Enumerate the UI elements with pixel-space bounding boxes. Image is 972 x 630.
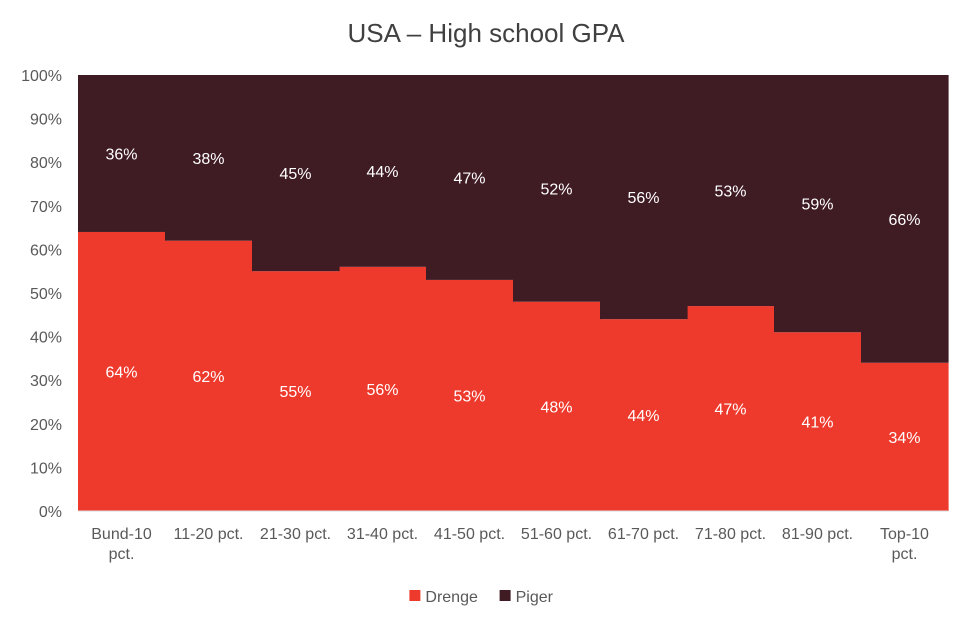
x-tick-label-line: pct. [109, 546, 135, 563]
y-tick-label-0: 0% [39, 504, 62, 521]
data-label-drenge-7: 44% [627, 408, 659, 425]
bar-drenge-10 [861, 362, 949, 511]
y-tick-label-2: 20% [30, 417, 62, 434]
chart-title: USA – High school GPA [348, 18, 626, 48]
data-label-piger-10: 66% [888, 212, 920, 229]
x-tick-label-8: 71-80 pct. [695, 526, 766, 543]
y-tick-label-5: 50% [30, 286, 62, 303]
bar-piger-2 [165, 75, 253, 241]
y-tick-label-7: 70% [30, 199, 62, 216]
bar-piger-8 [687, 75, 775, 307]
y-tick-label-6: 60% [30, 242, 62, 259]
y-tick-label-9: 90% [30, 112, 62, 129]
data-label-drenge-1: 64% [105, 364, 137, 381]
y-tick-label-10: 100% [21, 68, 62, 85]
data-label-piger-2: 38% [192, 151, 224, 168]
bar-drenge-8 [687, 306, 775, 511]
y-tick-label-3: 30% [30, 373, 62, 390]
data-labels-group: 64% 62% 55% 56% 53% 48% 44% 47% 41% 34% 36% 38% 45% 4… [105, 146, 920, 446]
bar-drenge-2 [165, 240, 253, 511]
y-tick-label-8: 80% [30, 155, 62, 172]
axes-group: 0% 10% 20% 30% 40% 50% 60% 70% 80% 90% 100% Bund-10… [21, 68, 948, 563]
data-label-piger-5: 47% [453, 170, 485, 187]
x-tick-label-10: Top-10 pct. [880, 526, 929, 563]
legend-label-piger: Piger [516, 589, 554, 606]
data-label-drenge-8: 47% [714, 402, 746, 419]
legend-label-drenge: Drenge [425, 589, 478, 606]
x-tick-label-line: 71-80 pct. [695, 526, 766, 543]
bar-piger-1 [78, 75, 166, 232]
bar-piger-9 [774, 75, 862, 333]
x-tick-label-9: 81-90 pct. [782, 526, 853, 543]
x-tick-label-line: pct. [892, 546, 918, 563]
x-tick-label-5: 41-50 pct. [434, 526, 505, 543]
data-label-drenge-6: 48% [540, 399, 572, 416]
x-tick-label-line: 81-90 pct. [782, 526, 853, 543]
bar-piger-6 [513, 75, 601, 302]
y-tick-label-1: 10% [30, 460, 62, 477]
bar-drenge-5 [426, 279, 514, 511]
data-label-piger-3: 45% [279, 166, 311, 183]
data-label-drenge-9: 41% [801, 415, 833, 432]
bar-drenge-9 [774, 332, 862, 511]
data-label-drenge-4: 56% [366, 382, 398, 399]
x-tick-label-1: Bund-10 pct. [91, 526, 152, 563]
data-label-drenge-5: 53% [453, 388, 485, 405]
x-tick-label-line: 31-40 pct. [347, 526, 418, 543]
x-tick-label-line: 41-50 pct. [434, 526, 505, 543]
bar-piger-3 [252, 75, 340, 272]
data-label-piger-6: 52% [540, 181, 572, 198]
bar-piger-5 [426, 75, 514, 280]
legend: Drenge Piger [409, 589, 554, 606]
x-tick-label-2: 11-20 pct. [174, 526, 244, 543]
x-tick-label-7: 61-70 pct. [608, 526, 679, 543]
x-tick-label-line: Bund-10 [91, 526, 152, 543]
bar-drenge-4 [339, 266, 427, 511]
x-tick-label-line: 61-70 pct. [608, 526, 679, 543]
data-label-piger-8: 53% [714, 184, 746, 201]
x-tick-label-line: 11-20 pct. [174, 526, 244, 543]
bar-piger-7 [600, 75, 688, 320]
data-label-drenge-2: 62% [192, 369, 224, 386]
bar-drenge-1 [78, 231, 166, 511]
legend-swatch-piger [499, 590, 511, 601]
data-label-piger-1: 36% [105, 146, 137, 163]
bar-piger-4 [339, 75, 427, 267]
x-tick-label-line: Top-10 [880, 526, 929, 543]
data-label-drenge-3: 55% [279, 384, 311, 401]
x-tick-label-3: 21-30 pct. [260, 526, 331, 543]
bar-drenge-7 [600, 319, 688, 511]
bar-drenge-6 [513, 301, 601, 511]
x-tick-label-4: 31-40 pct. [347, 526, 418, 543]
data-label-piger-7: 56% [627, 190, 659, 207]
data-label-piger-4: 44% [366, 164, 398, 181]
bar-drenge-3 [252, 271, 340, 511]
bars-group [78, 75, 949, 511]
legend-swatch-drenge [409, 590, 421, 601]
y-tick-label-4: 40% [30, 330, 62, 347]
data-label-piger-9: 59% [801, 197, 833, 214]
x-tick-label-6: 51-60 pct. [521, 526, 592, 543]
x-tick-label-line: 51-60 pct. [521, 526, 592, 543]
x-tick-label-line: 21-30 pct. [260, 526, 331, 543]
bar-piger-10 [861, 75, 949, 363]
data-label-drenge-10: 34% [888, 430, 920, 447]
